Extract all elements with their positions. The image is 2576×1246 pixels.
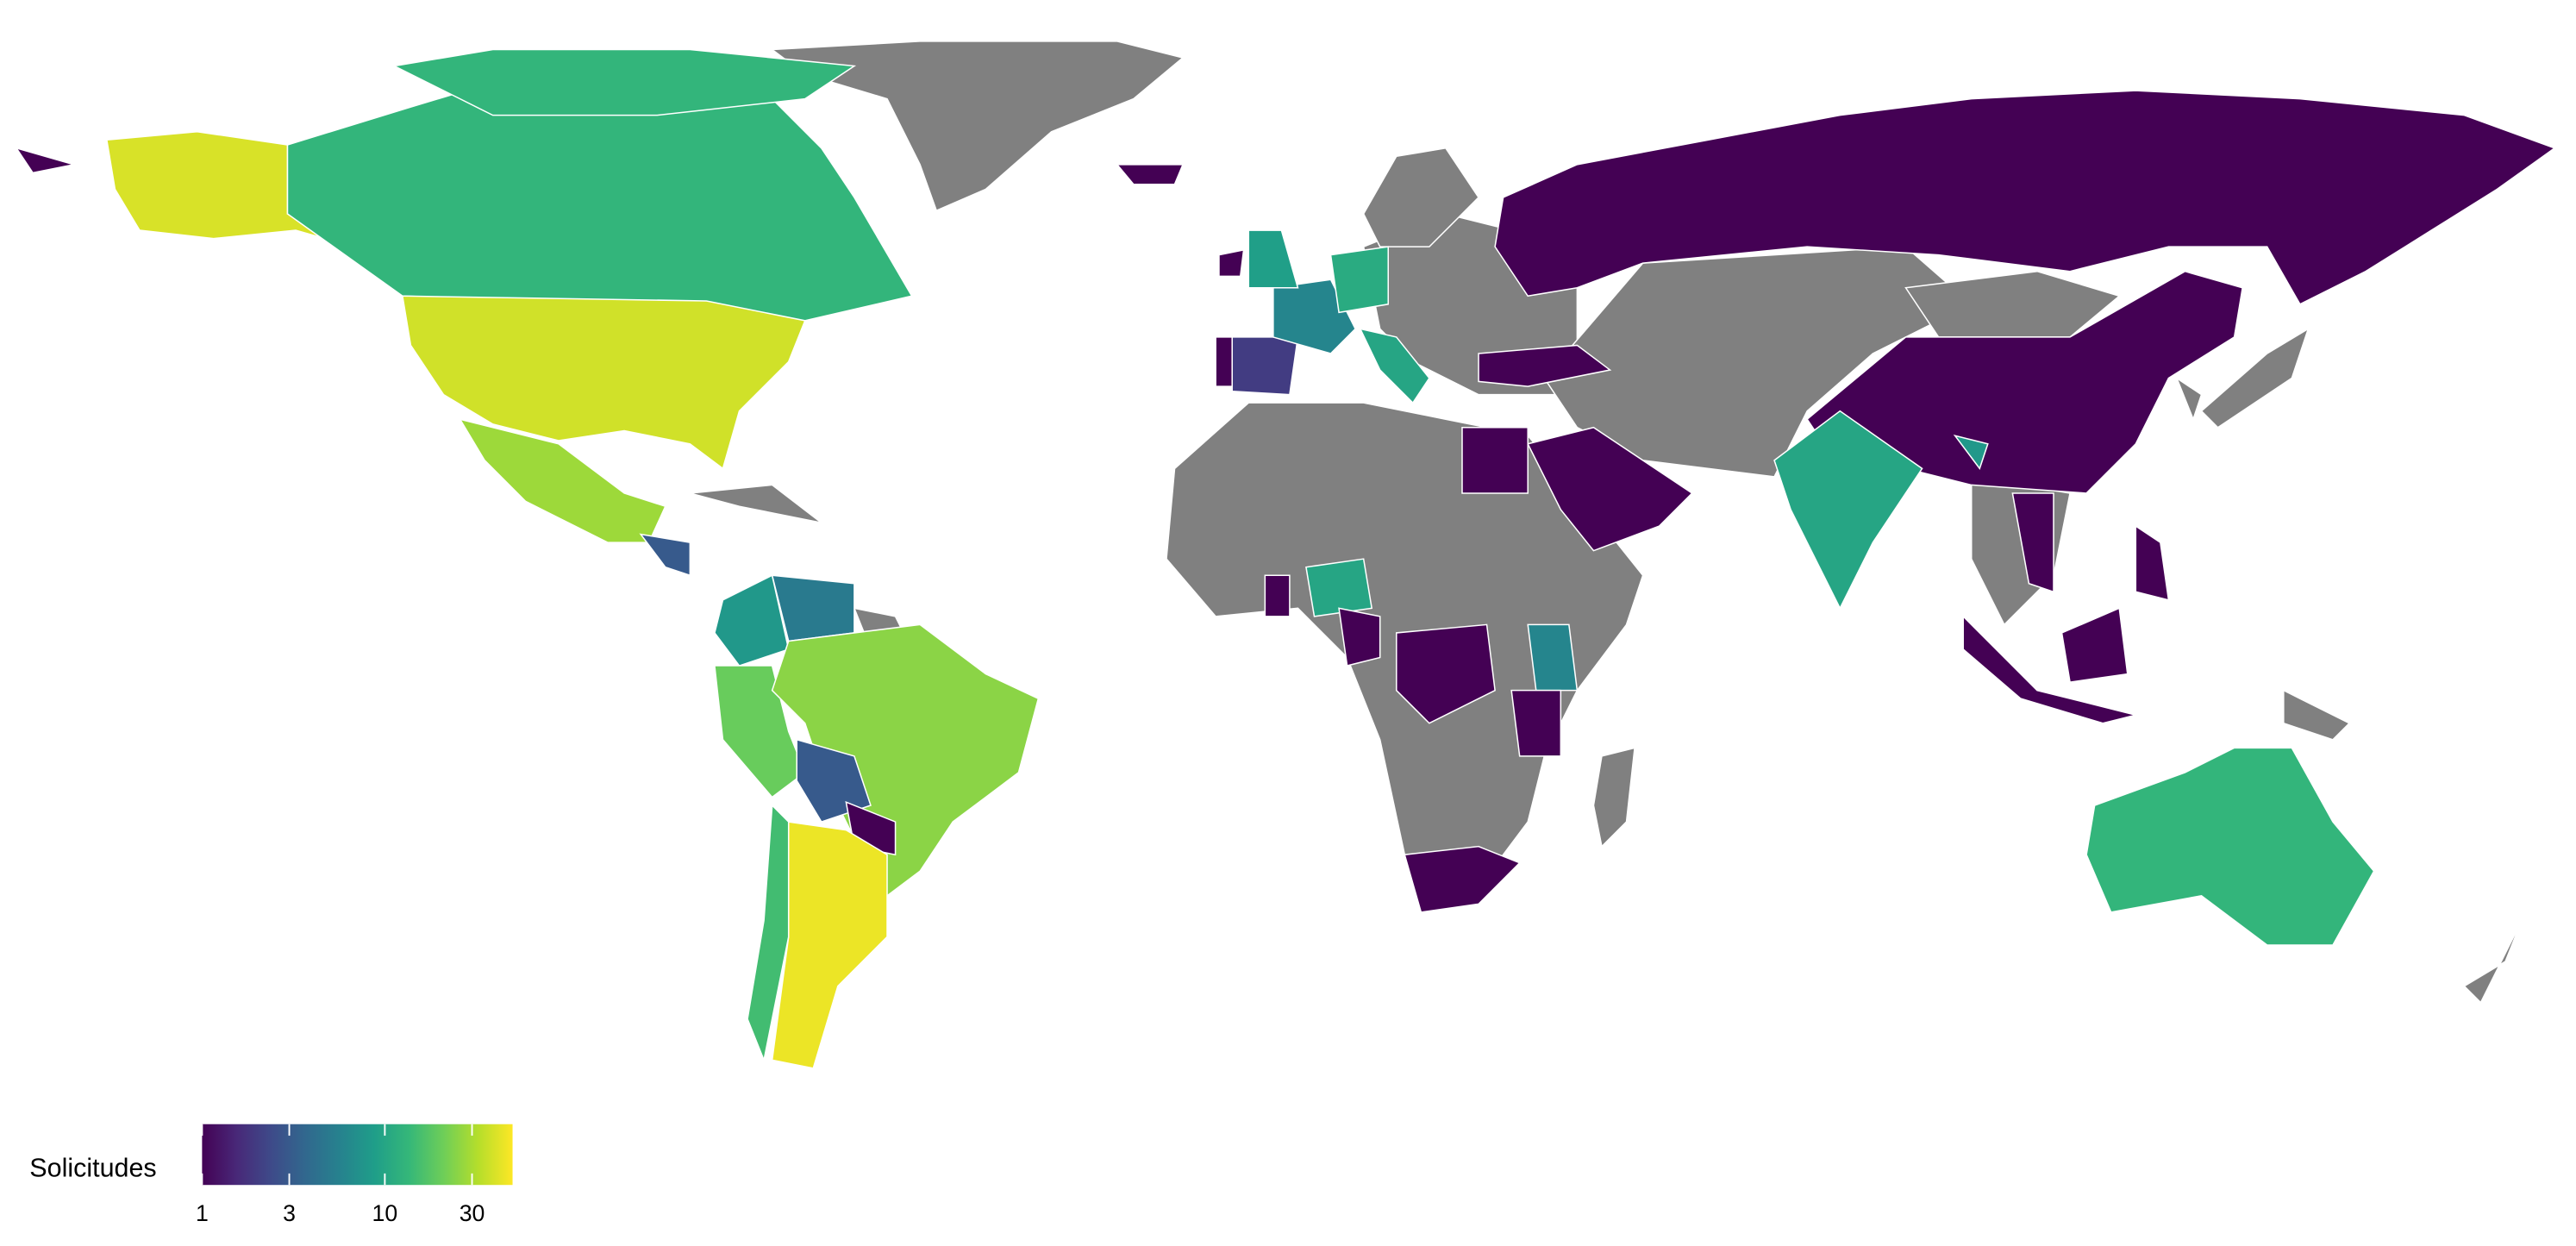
country [1218,248,1245,278]
country [2175,376,2203,422]
country [1338,607,1381,667]
country [1362,147,1480,247]
country [1264,574,1291,617]
country [391,48,857,116]
country [2463,920,2523,1004]
colorbar [202,1124,513,1186]
legend-title: Solicitudes [29,1154,156,1183]
country [1592,747,1635,848]
country [1962,615,2136,724]
country [1247,229,1299,289]
country [1494,90,2556,305]
country [1215,336,1233,387]
country [2283,689,2351,741]
country [2200,327,2310,429]
country [2011,492,2054,593]
tick-label: 3 [283,1200,296,1226]
country [1953,435,1989,470]
country [1773,410,1923,610]
country [1359,328,1430,404]
tick-label: 1 [196,1200,209,1226]
country [1478,344,1612,387]
country [15,147,74,174]
country [1116,164,1185,185]
country [2135,524,2170,601]
country [401,295,806,470]
data-countries [15,48,2556,1069]
country [1329,246,1390,314]
country [1904,270,2121,338]
country [771,821,888,1069]
country [1461,426,1529,494]
country [2085,747,2375,946]
country [1527,426,1693,552]
country [1396,623,1496,724]
country [714,574,790,667]
country [1510,689,1562,757]
country [1404,845,1522,913]
country [771,623,1040,897]
country [1272,279,1357,354]
country [1527,623,1579,692]
country [1231,336,1299,396]
country [747,804,790,1063]
country [770,41,1185,212]
legend: Solicitudes 1 3 10 30 [29,1124,513,1226]
country [1305,558,1373,617]
country [639,533,691,577]
country [458,418,666,543]
country [2060,607,2129,683]
country [796,738,872,823]
tick-label: 10 [372,1200,398,1226]
country [690,484,822,524]
tick-label: 30 [460,1200,485,1226]
